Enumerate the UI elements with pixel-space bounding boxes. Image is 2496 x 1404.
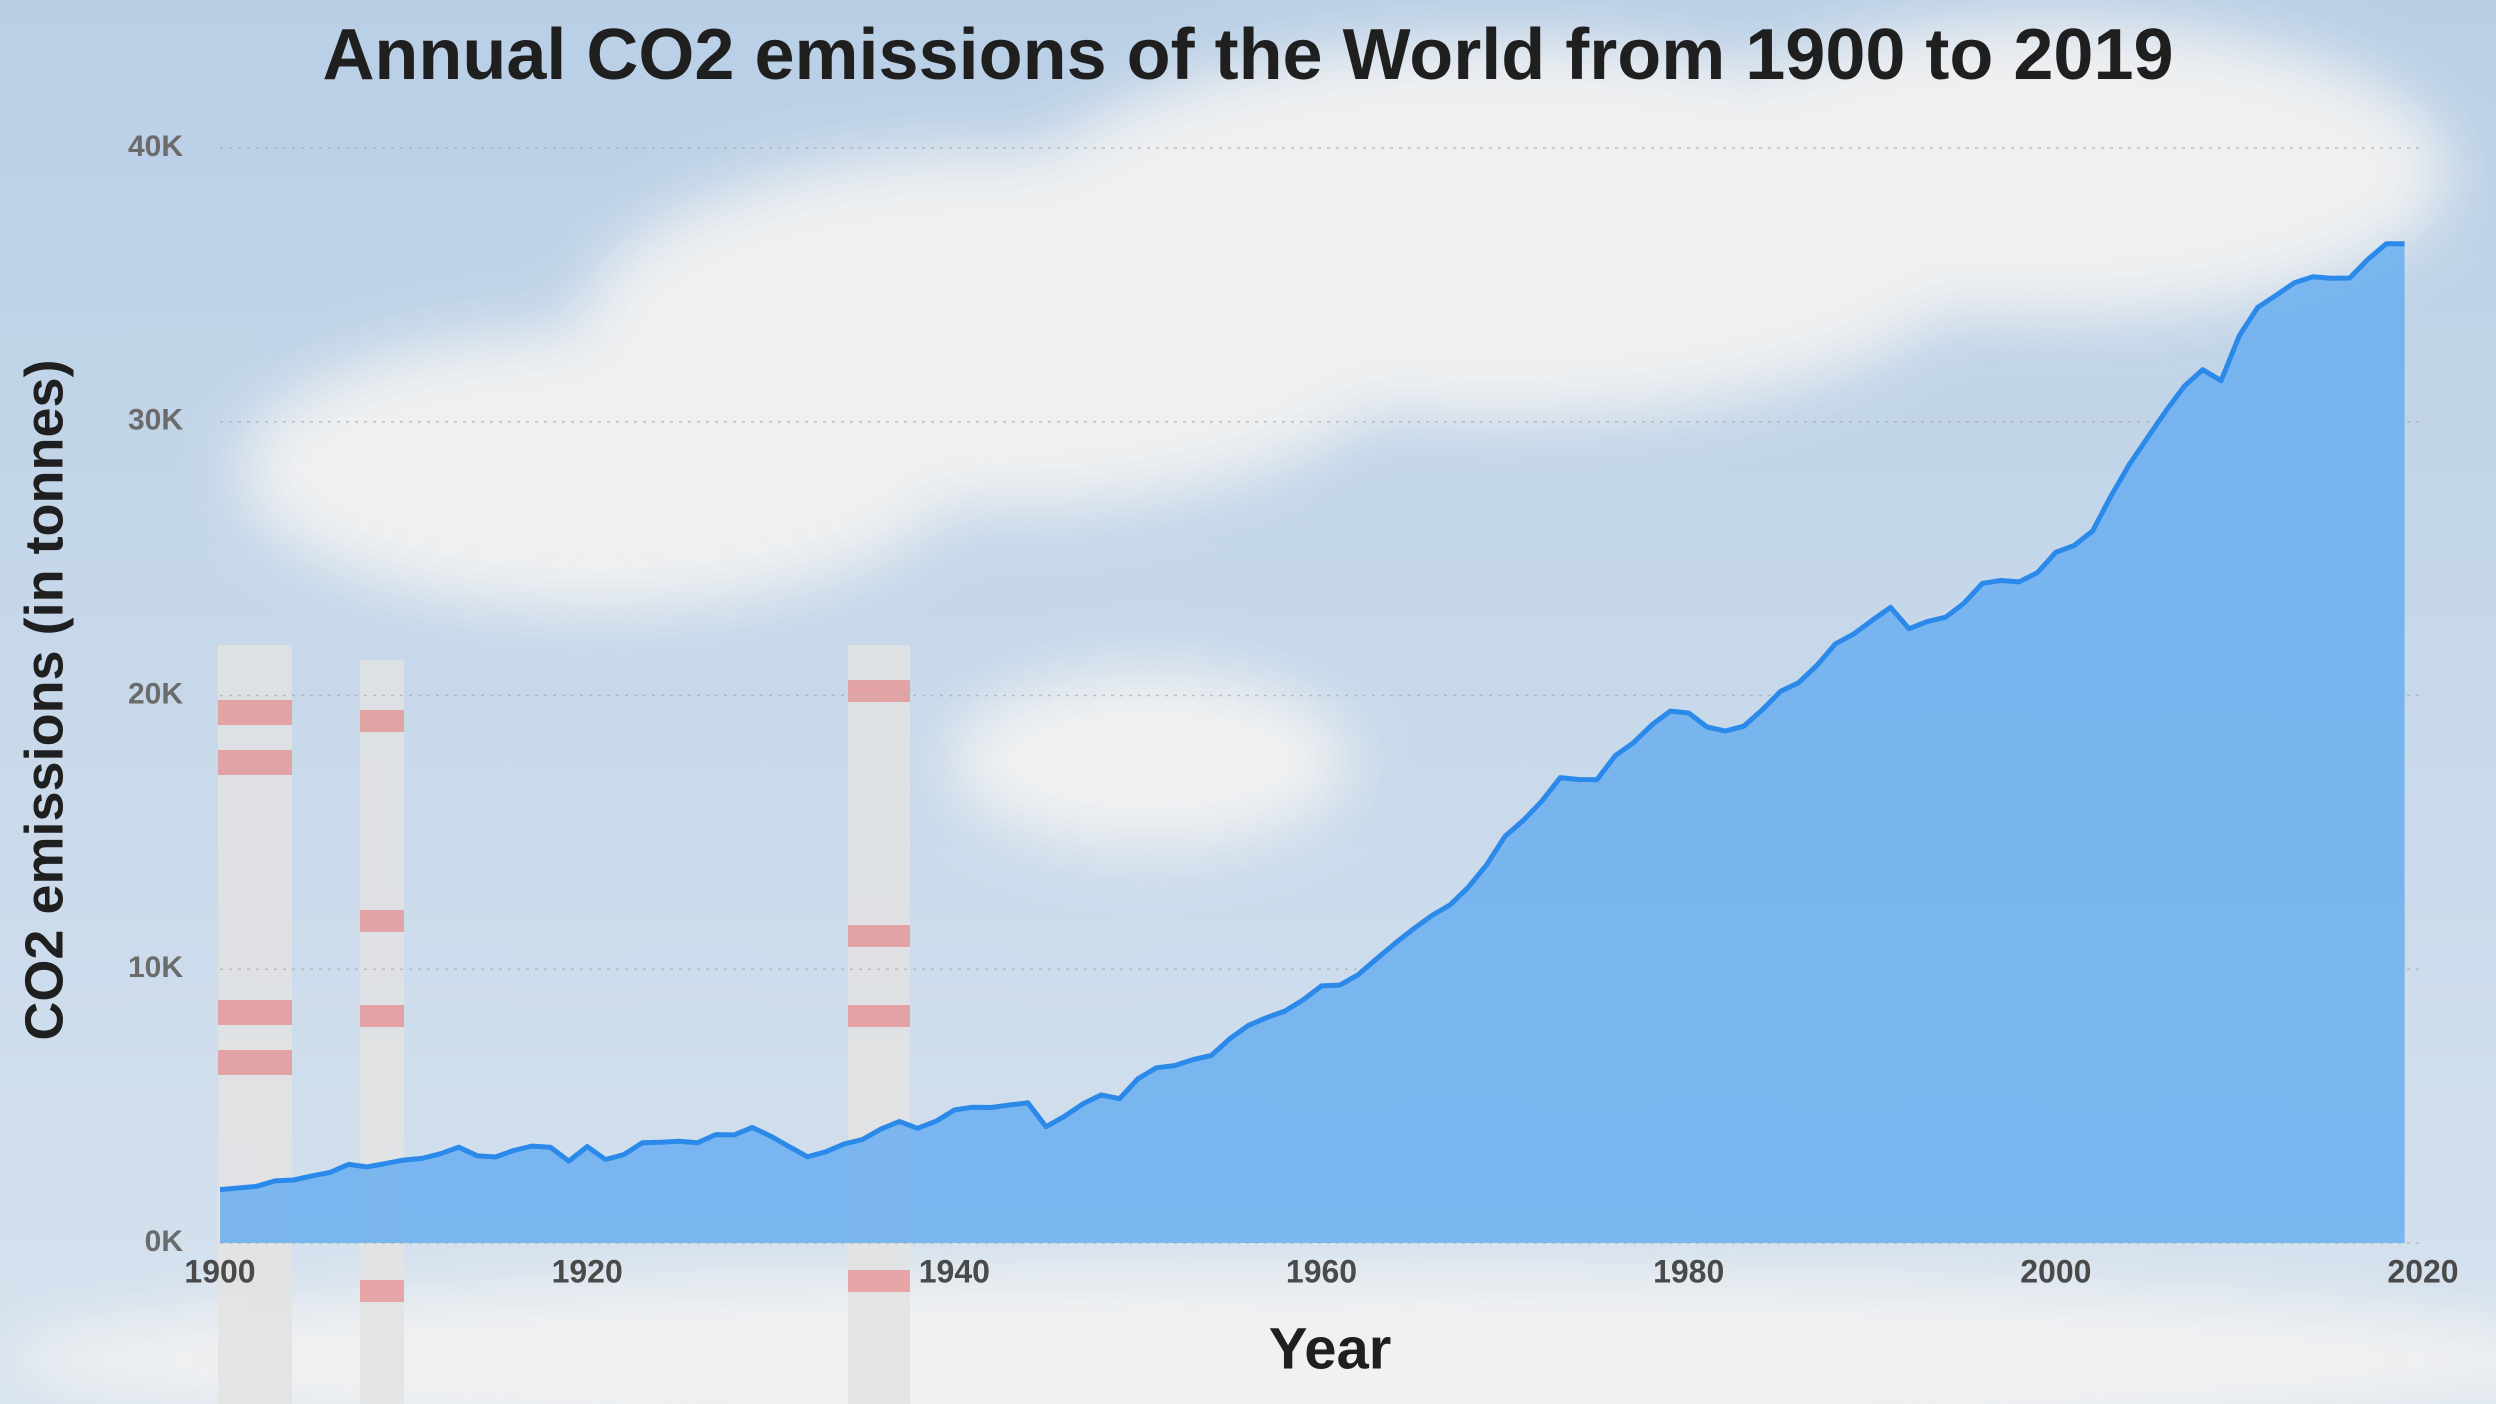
x-tick-label: 2020 [2387,1253,2458,1289]
area [220,243,2405,1244]
smoke [0,20,2496,1404]
x-tick-label: 1980 [1653,1253,1724,1289]
chart-title: Annual CO2 emissions of the World from 1… [322,15,2173,95]
y-tick-label: 40K [128,130,183,163]
y-tick-label: 20K [128,677,183,710]
line [219,241,2405,1193]
x-tick-label: 2000 [2020,1253,2091,1289]
y-tick-label: 30K [128,404,183,437]
chimneys [218,645,910,1404]
x-axis-title: Year [1269,1316,1392,1381]
y-tick-label: 0K [145,1225,184,1258]
x-tick-label: 1940 [919,1253,990,1289]
x-tick-label: 1920 [552,1253,623,1289]
x-tick-label: 1960 [1286,1253,1357,1289]
x-tick-label: 1900 [184,1253,255,1289]
y-axis-title: CO2 emissions (in tonnes) [14,359,74,1040]
y-tick-label: 10K [128,951,183,984]
